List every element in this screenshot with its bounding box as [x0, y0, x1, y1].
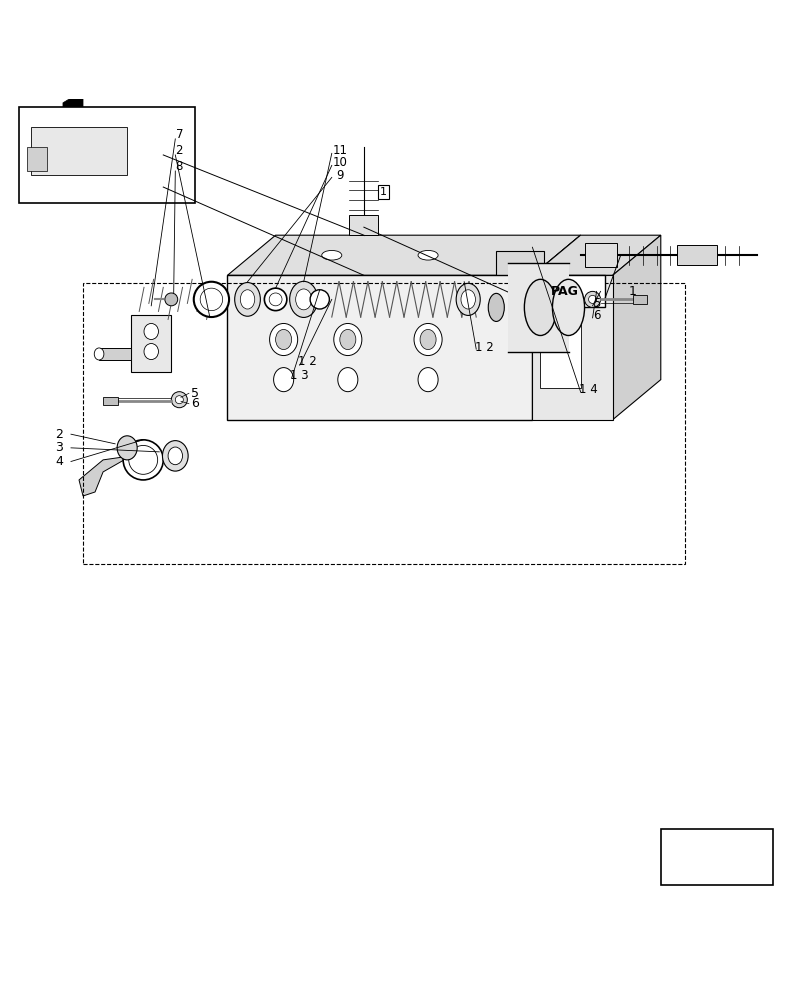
Polygon shape [496, 251, 545, 364]
Ellipse shape [340, 329, 356, 350]
Ellipse shape [234, 283, 260, 316]
Text: PAG: PAG [550, 285, 579, 298]
Polygon shape [677, 837, 765, 877]
Ellipse shape [270, 323, 297, 356]
Ellipse shape [334, 323, 362, 356]
Bar [349, 215, 378, 235]
Polygon shape [532, 235, 661, 275]
Bar [83, 283, 685, 564]
Bar [541, 323, 580, 388]
Text: 2: 2 [175, 144, 183, 157]
Text: 4: 4 [55, 455, 63, 468]
Ellipse shape [418, 250, 438, 260]
Bar [661, 829, 773, 885]
Ellipse shape [276, 329, 292, 350]
Ellipse shape [144, 344, 158, 360]
Circle shape [264, 288, 287, 311]
Ellipse shape [240, 290, 255, 309]
Text: 6: 6 [593, 309, 600, 322]
Text: 5: 5 [191, 387, 200, 400]
Circle shape [175, 396, 183, 404]
Circle shape [171, 392, 187, 408]
Circle shape [269, 293, 282, 306]
Ellipse shape [162, 441, 188, 471]
Bar [508, 263, 569, 352]
Bar [524, 275, 604, 307]
Bar [532, 275, 612, 420]
Ellipse shape [95, 348, 104, 360]
Circle shape [200, 288, 223, 311]
Bar [677, 245, 717, 265]
Circle shape [123, 440, 163, 480]
Text: 9: 9 [336, 169, 343, 182]
Text: 3: 3 [55, 441, 63, 454]
Circle shape [584, 291, 600, 307]
Bar [31, 127, 127, 175]
Ellipse shape [322, 250, 342, 260]
Bar [19, 107, 196, 203]
Bar [103, 397, 117, 405]
Bar [228, 275, 532, 420]
Ellipse shape [418, 368, 438, 392]
Text: 1 2: 1 2 [475, 341, 494, 354]
Text: 10: 10 [332, 156, 347, 169]
Circle shape [165, 293, 178, 306]
Ellipse shape [296, 289, 312, 310]
Ellipse shape [274, 368, 293, 392]
Polygon shape [63, 91, 83, 135]
Polygon shape [681, 841, 761, 856]
Ellipse shape [338, 368, 358, 392]
Circle shape [588, 295, 596, 303]
Circle shape [128, 445, 158, 474]
Text: 1 3: 1 3 [290, 369, 309, 382]
Ellipse shape [461, 290, 475, 309]
Ellipse shape [168, 447, 183, 465]
Bar [131, 315, 171, 372]
Text: 1: 1 [380, 187, 387, 197]
Text: 6: 6 [191, 397, 200, 410]
Ellipse shape [289, 281, 318, 317]
Text: 5: 5 [593, 297, 600, 310]
Text: 1 2: 1 2 [298, 355, 317, 368]
Polygon shape [79, 456, 131, 496]
Circle shape [194, 282, 229, 317]
Bar [584, 243, 617, 267]
Ellipse shape [524, 279, 557, 335]
Bar [99, 348, 131, 360]
Polygon shape [612, 235, 661, 420]
Ellipse shape [553, 279, 584, 335]
Ellipse shape [488, 293, 504, 321]
Text: 8: 8 [175, 160, 183, 173]
Ellipse shape [457, 283, 480, 315]
Ellipse shape [414, 323, 442, 356]
Bar [633, 295, 647, 304]
Circle shape [310, 290, 330, 309]
Ellipse shape [420, 329, 436, 350]
Bar [27, 147, 47, 171]
Polygon shape [228, 235, 580, 275]
Text: 1 4: 1 4 [579, 383, 598, 396]
Text: 2: 2 [55, 428, 63, 441]
Ellipse shape [117, 436, 137, 460]
Text: 11: 11 [332, 144, 347, 157]
Polygon shape [532, 235, 580, 420]
Text: 1: 1 [629, 285, 637, 298]
Ellipse shape [144, 323, 158, 340]
Text: 7: 7 [175, 128, 183, 141]
